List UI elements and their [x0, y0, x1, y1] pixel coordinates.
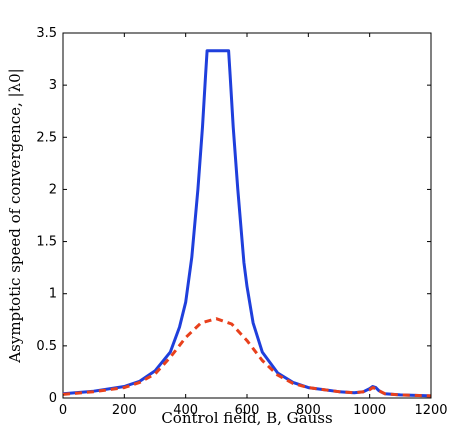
- x-tick-label: 1000: [353, 403, 386, 418]
- y-axis-label: Asymptotic speed of convergence, |λ0|: [6, 68, 24, 363]
- x-tick-label: 0: [59, 403, 67, 418]
- y-tick-label: 1: [49, 287, 57, 302]
- y-tick-label: 2: [49, 182, 57, 197]
- y-tick-label: 3: [49, 78, 57, 93]
- axes-frame: [62, 32, 432, 399]
- y-tick-label: 2.5: [36, 130, 57, 145]
- y-tick-label: 0: [49, 391, 57, 406]
- x-tick-label: 200: [112, 403, 137, 418]
- x-tick-label: 1200: [414, 403, 447, 418]
- x-tick-label: 400: [173, 403, 198, 418]
- x-tick-label: 600: [235, 403, 260, 418]
- series-group: [62, 49, 432, 398]
- plot-area-frame: [62, 32, 432, 399]
- tick-group: 0 200 400 600 800 1000 1200 0 0.5 1 1.5 2 2.5 3 3.5: [36, 26, 447, 418]
- y-tick-label: 1.5: [36, 235, 57, 250]
- y-tick-label: 0.5: [36, 339, 57, 354]
- series-line-2: [62, 317, 432, 398]
- x-axis-label: Control field, B, Gauss: [161, 409, 332, 427]
- x-tick-label: 800: [296, 403, 321, 418]
- y-tick-label: 3.5: [36, 26, 57, 41]
- series-line-1: [62, 49, 432, 398]
